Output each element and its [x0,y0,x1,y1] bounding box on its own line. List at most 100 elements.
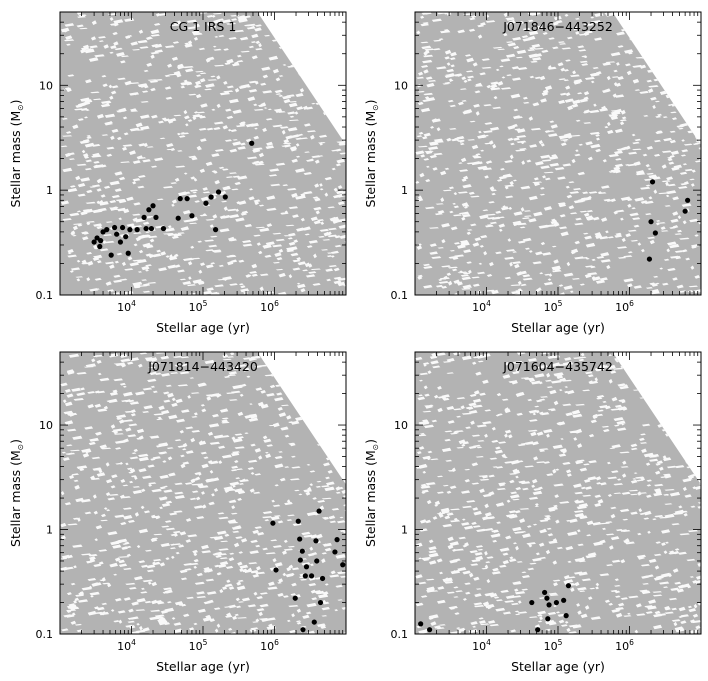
panel-2: 104 105 106 0.1 1 10 Stellar age (yr) Stellar m… [363,11,702,335]
data-point [297,557,303,563]
y-tick-label: 0.1 [391,628,409,641]
data-points [270,508,346,633]
data-point [316,508,322,514]
y-tick-label: 0.1 [391,289,409,302]
x-axis-label: Stellar age (yr) [511,320,605,335]
y-tick-label: 10 [394,419,408,432]
data-point [114,231,120,237]
data-point [123,234,129,240]
data-point [212,227,219,233]
y-tick-label: 1 [46,524,53,537]
x-axis-label: Stellar age (yr) [156,320,250,335]
y-tick-label: 0.1 [36,628,54,641]
data-point [685,197,691,203]
data-point [334,537,340,543]
data-point [160,225,167,232]
data-point [303,564,310,570]
data-point [546,602,552,608]
x-tick-label: 106 [260,299,279,314]
tick-marks [59,11,346,296]
data-point [295,518,301,524]
data-point [649,179,656,185]
data-point [682,208,688,214]
data-points [646,179,691,262]
data-point [184,196,190,202]
data-points [91,140,255,258]
panel-4: 104 105 106 0.1 1 10 Stellar age (yr) Stellar m… [363,351,702,674]
data-point [545,616,551,622]
data-point [646,256,653,262]
data-point [143,225,149,232]
y-axis-label: Stellar mass (M⊙) [363,439,380,547]
data-point [553,599,560,606]
x-tick-label: 105 [544,299,563,314]
data-point [119,224,126,231]
model-cloud [415,352,701,634]
x-axis-label: Stellar age (yr) [511,659,605,674]
data-point [273,567,279,573]
data-point [177,196,183,202]
y-tick-label: 10 [394,79,408,92]
data-point [292,595,298,601]
tick-marks [414,11,701,296]
y-axis-label: Stellar mass (M⊙) [363,100,380,208]
data-point [97,243,103,250]
x-tick-label: 106 [260,638,279,653]
data-point [297,536,303,542]
data-point [563,613,569,619]
data-point [529,599,535,606]
data-point [270,520,276,526]
model-cloud [415,12,701,295]
data-points [418,583,572,633]
tick-marks [59,351,346,635]
y-tick-label: 1 [401,524,408,537]
data-point [98,238,104,244]
x-tick-label: 105 [544,638,563,653]
panel-title: CG 1 IRS 1 [170,19,237,34]
data-point [208,194,214,200]
data-point [146,207,152,213]
data-point [111,224,118,231]
data-point [340,562,346,568]
data-point [203,200,209,206]
data-point [134,227,140,233]
y-tick-label: 10 [39,79,53,92]
data-point [108,252,114,258]
data-point [535,627,541,633]
y-axis-label: Stellar mass (M⊙) [8,100,25,208]
y-tick-label: 0.1 [36,289,54,302]
panel-title: J071604−435742 [502,359,613,374]
data-point [311,619,317,625]
y-tick-label: 10 [39,419,53,432]
data-point [91,239,97,245]
x-tick-label: 104 [472,299,491,314]
data-point [332,549,338,555]
data-point [141,214,147,220]
x-tick-label: 104 [472,638,491,653]
panel-3: 104 105 106 0.1 1 10 Stellar age (yr) Stellar m… [8,351,347,674]
x-tick-label: 104 [117,638,136,653]
data-point [313,538,319,544]
model-cloud [60,12,346,295]
data-point [150,203,156,209]
data-point [308,573,315,579]
data-point [561,597,567,603]
data-point [302,573,308,579]
data-point [319,575,326,582]
data-point [300,627,306,633]
data-point [175,215,181,221]
data-point [153,214,159,220]
data-point [314,558,320,564]
y-tick-label: 1 [46,184,53,197]
data-point [299,548,305,554]
panel-1: 104 105 106 0.1 1 10 Stellar age (yr) Stellar m… [8,11,347,335]
data-point [317,599,324,606]
x-tick-label: 106 [615,638,634,653]
x-tick-label: 104 [117,299,136,314]
data-point [104,227,110,233]
data-point [426,627,433,633]
data-point [565,583,572,589]
y-tick-label: 1 [401,184,408,197]
data-point [148,225,155,232]
